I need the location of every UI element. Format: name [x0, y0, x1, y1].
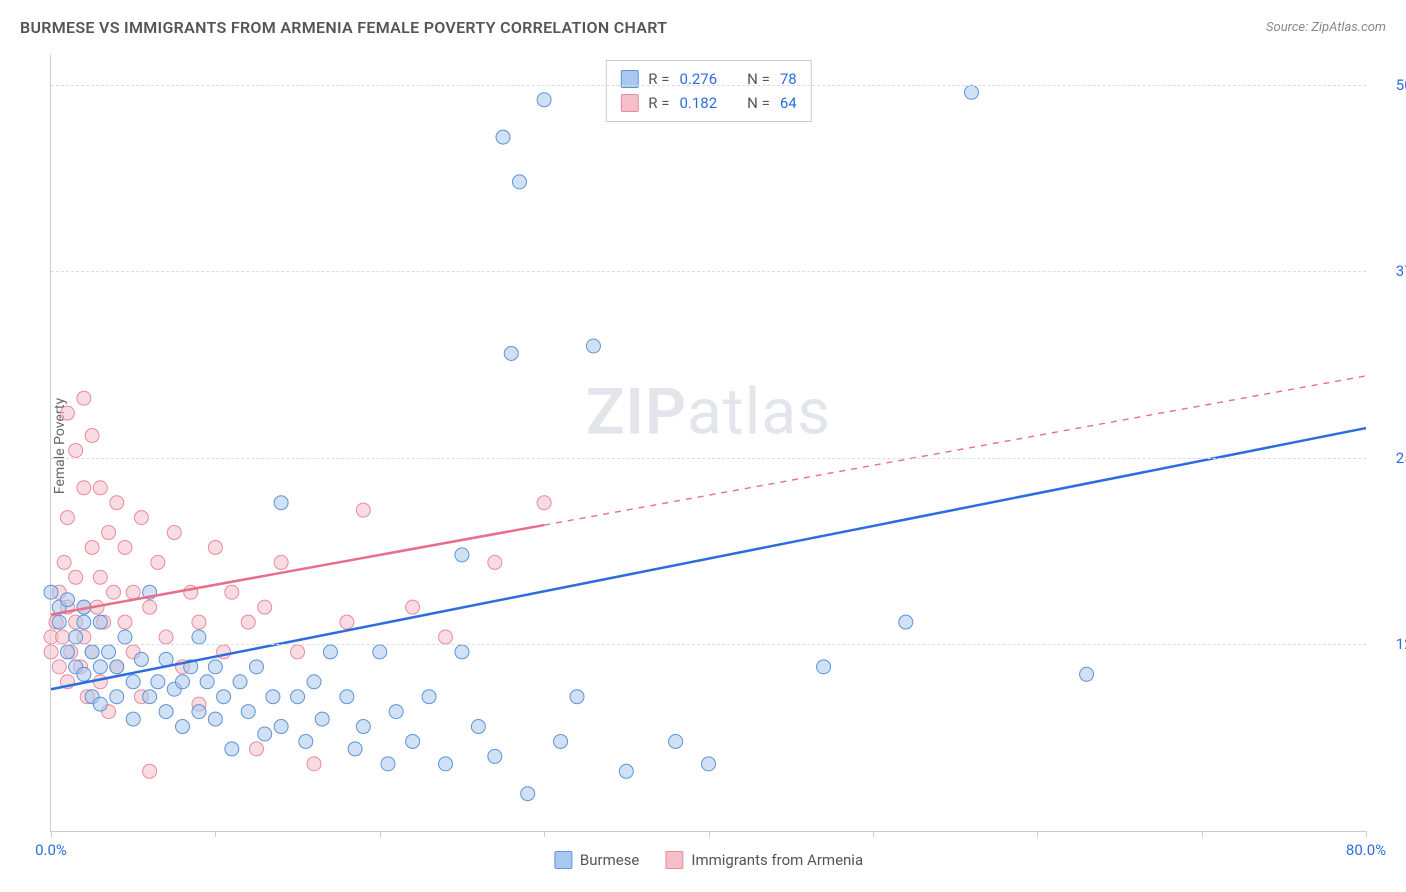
legend-item-1: Burmese — [554, 851, 640, 869]
y-tick-label: 12.5% — [1376, 635, 1406, 653]
plot-area: ZIPatlas R = 0.276 N = 78 R = 0.182 N = … — [50, 55, 1366, 832]
x-tick-label: 0.0% — [35, 841, 67, 859]
legend-swatch-1 — [554, 851, 572, 869]
y-tick-label: 50.0% — [1376, 76, 1406, 94]
y-tick-label: 25.0% — [1376, 449, 1406, 467]
n-value-1: 78 — [780, 67, 797, 91]
r-label-2: R = — [648, 91, 669, 115]
bottom-legend: Burmese Immigrants from Armenia — [554, 851, 863, 869]
r-label-1: R = — [648, 67, 669, 91]
legend-label-2: Immigrants from Armenia — [691, 851, 863, 869]
swatch-series-2 — [620, 94, 638, 112]
r-value-2: 0.182 — [679, 91, 717, 115]
n-value-2: 64 — [780, 91, 797, 115]
x-tick-label: 80.0% — [1346, 841, 1386, 859]
scatter-plot-svg — [51, 55, 1366, 831]
chart-container: BURMESE VS IMMIGRANTS FROM ARMENIA FEMAL… — [0, 0, 1406, 892]
chart-title: BURMESE VS IMMIGRANTS FROM ARMENIA FEMAL… — [20, 18, 667, 37]
stats-legend-box: R = 0.276 N = 78 R = 0.182 N = 64 — [605, 60, 811, 122]
legend-item-2: Immigrants from Armenia — [665, 851, 863, 869]
legend-label-1: Burmese — [580, 851, 640, 869]
n-label-2: N = — [747, 91, 770, 115]
stats-row-1: R = 0.276 N = 78 — [620, 67, 796, 91]
r-value-1: 0.276 — [679, 67, 717, 91]
legend-swatch-2 — [665, 851, 683, 869]
stats-row-2: R = 0.182 N = 64 — [620, 91, 796, 115]
title-bar: BURMESE VS IMMIGRANTS FROM ARMENIA FEMAL… — [20, 18, 1386, 37]
source-attribution: Source: ZipAtlas.com — [1266, 20, 1386, 35]
y-tick-label: 37.5% — [1376, 262, 1406, 280]
n-label-1: N = — [747, 67, 770, 91]
